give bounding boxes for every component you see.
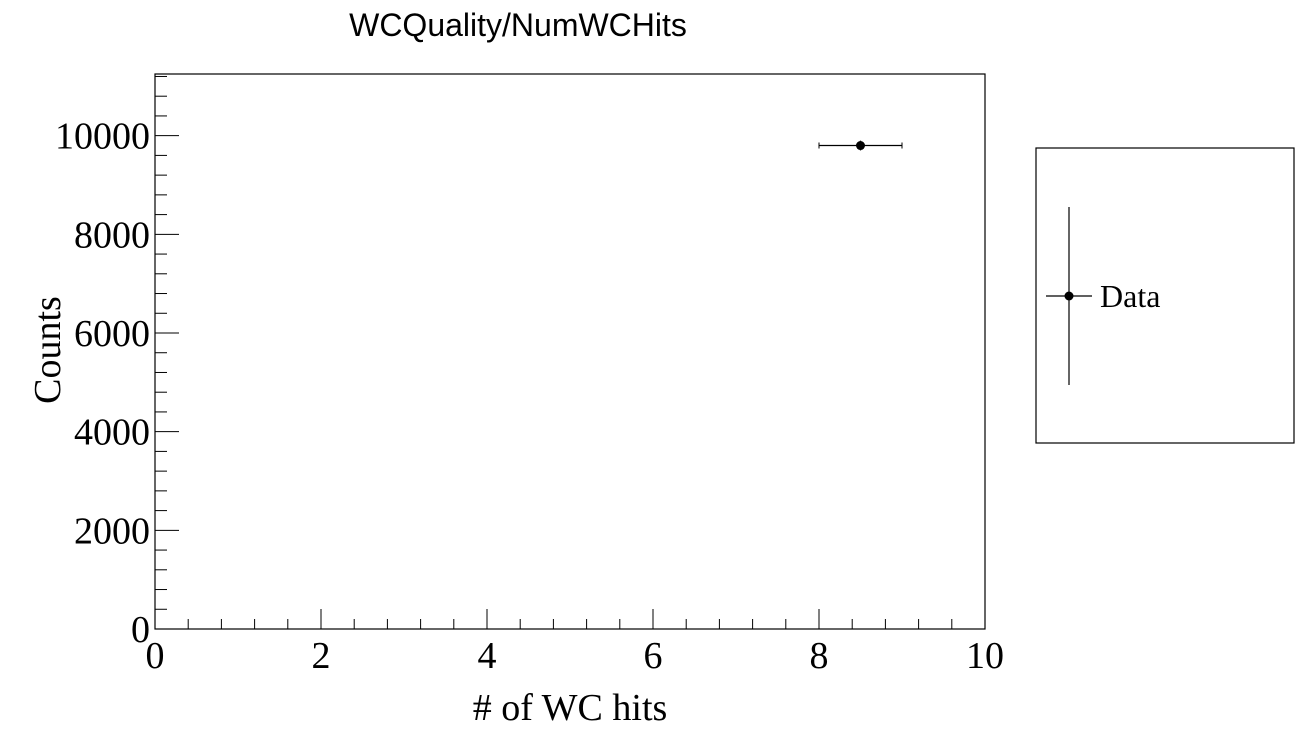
x-tick-label: 2 (312, 635, 331, 677)
data-point-marker (856, 141, 865, 151)
y-tick-label: 4000 (74, 412, 150, 454)
y-tick-label: 0 (131, 609, 150, 651)
x-tick-label: 10 (966, 635, 1004, 677)
x-axis-title: # of WC hits (473, 687, 668, 729)
data-point (818, 140, 903, 151)
plot-frame (154, 73, 986, 630)
x-tick-label: 0 (146, 635, 165, 677)
legend-marker-dot (1064, 291, 1074, 301)
x-tick-label: 6 (644, 635, 663, 677)
y-tick-label: 6000 (74, 313, 150, 355)
y-tick-label: 8000 (74, 214, 150, 256)
legend: Data (1035, 147, 1295, 444)
x-axis-tick-labels: 0 2 4 6 8 10 (146, 635, 1005, 677)
y-axis-ticks (155, 75, 179, 610)
x-axis-ticks (187, 609, 953, 629)
chart-title: WCQuality/NumWCHits (349, 7, 687, 43)
y-axis-title: Counts (27, 296, 69, 404)
y-tick-label: 2000 (74, 510, 150, 552)
legend-label-data: Data (1100, 278, 1160, 314)
x-tick-label: 4 (478, 635, 497, 677)
data-series (818, 140, 903, 151)
y-axis-tick-labels: 0 2000 4000 6000 8000 10000 (55, 116, 150, 651)
x-tick-label: 8 (810, 635, 829, 677)
y-tick-label: 10000 (55, 116, 150, 158)
legend-box (1035, 147, 1295, 444)
